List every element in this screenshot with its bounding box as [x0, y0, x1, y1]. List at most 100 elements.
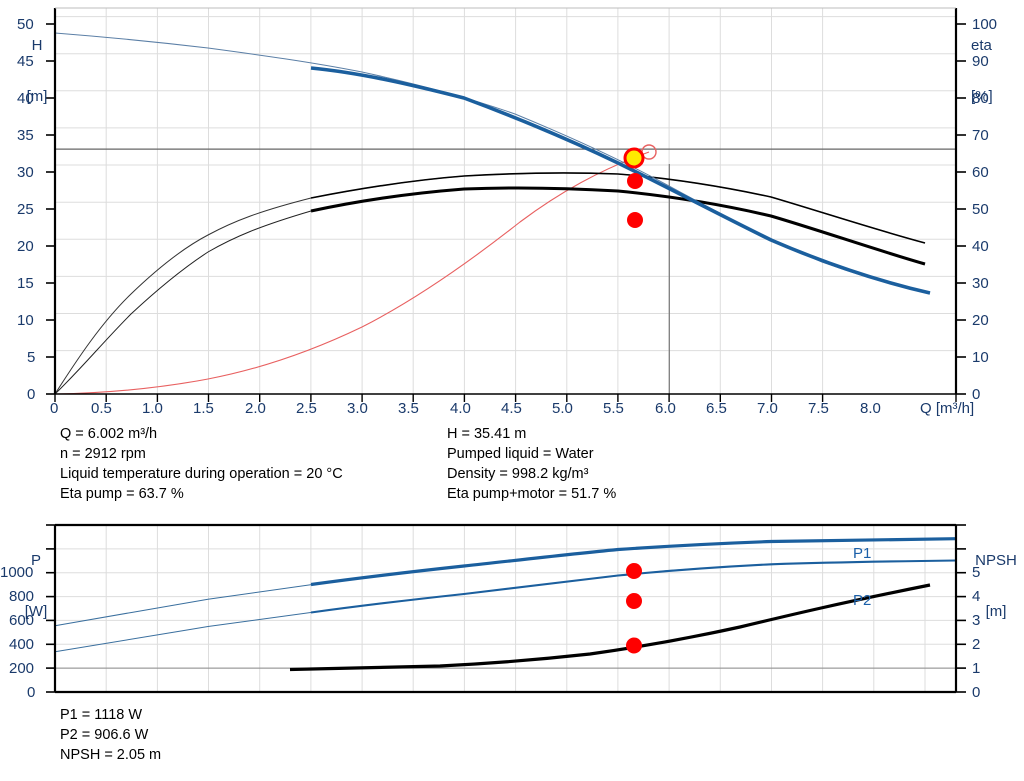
q-tick-45: 4.5 [501, 400, 522, 417]
q-tick-30: 3.0 [347, 400, 368, 417]
npsh-curve [289, 583, 931, 672]
npsh-axis-title: NPSH [m] [968, 518, 1024, 654]
eta-tick-90: 90 [972, 53, 989, 70]
head-tick-25: 25 [17, 201, 34, 218]
power-tick-200: 200 [9, 660, 35, 677]
grid-vertical [105, 8, 824, 394]
power-info-block: P1 = 1118 W P2 = 906.6 W NPSH = 2.05 m [60, 705, 161, 765]
head-tick-20: 20 [17, 238, 34, 255]
head-tick-50: 50 [17, 16, 34, 33]
q-tick-60: 6.0 [655, 400, 676, 417]
q-tick-75: 7.5 [808, 400, 829, 417]
power-axis-title: P [W] [20, 518, 52, 654]
info-eta-pump: Eta pump = 63.7 % [60, 486, 184, 502]
head-tick-15: 15 [17, 275, 34, 292]
head-tick-0: 0 [27, 386, 36, 403]
duty-point-p1-marker [626, 563, 642, 579]
q-tick-10: 1.0 [142, 400, 163, 417]
npsh-tick-0: 0 [972, 684, 981, 701]
head-tick-35: 35 [17, 127, 34, 144]
eta-pump-motor-curve [310, 186, 926, 266]
eta-tick-30: 30 [972, 275, 989, 292]
p2-curve-label: P2 [853, 592, 872, 609]
info-pumped-liquid: Pumped liquid = Water [447, 446, 594, 462]
grid-vertical-bottom [105, 525, 926, 692]
eta-axis-title-line1: eta [971, 37, 992, 54]
info-speed: n = 2912 rpm [60, 446, 146, 462]
info-density: Density = 998.2 kg/m³ [447, 466, 589, 482]
head-axis-title-line1: H [31, 37, 43, 54]
npsh-tick-2: 2 [972, 636, 981, 653]
info-temperature: Liquid temperature during operation = 20… [60, 466, 343, 482]
power-npsh-chart: P [W] NPSH [m] 0 200 400 600 800 1000 0 … [0, 515, 1024, 705]
power-axis-title-line1: P [30, 552, 41, 569]
q-tick-80: 8.0 [860, 400, 881, 417]
left-axis-ticks-bottom [46, 524, 55, 693]
operating-info-column-1: Q = 6.002 m³/h n = 2912 rpm Liquid tempe… [60, 424, 343, 504]
info-p2: P2 = 906.6 W [60, 727, 149, 743]
head-axis-title-line2: [m] [26, 88, 48, 105]
power-tick-800: 800 [9, 588, 35, 605]
q-tick-05: 0.5 [91, 400, 112, 417]
power-tick-600: 600 [9, 612, 35, 629]
npsh-tick-4: 4 [972, 588, 981, 605]
head-axis-title: H [m] [22, 3, 52, 139]
head-eta-chart-svg [46, 7, 966, 402]
info-npsh: NPSH = 2.05 m [60, 747, 162, 763]
eta-tick-10: 10 [972, 349, 989, 366]
npsh-axis-title-line1: NPSH [975, 552, 1017, 569]
q-tick-15: 1.5 [193, 400, 214, 417]
power-axis-title-line2: [W] [24, 603, 48, 620]
eta-axis-title-line2: [%] [971, 88, 993, 105]
npsh-tick-5: 5 [972, 564, 981, 581]
q-tick-0: 0 [50, 400, 59, 417]
npsh-axis-title-line2: [m] [985, 603, 1007, 620]
power-tick-400: 400 [9, 636, 35, 653]
head-curve [310, 66, 931, 295]
info-head: H = 35.41 m [447, 426, 527, 442]
flow-axis-title: Q [m³/h] [920, 400, 975, 417]
head-eta-chart: H [m] eta [%] 0 5 10 15 20 25 30 35 40 4… [17, 3, 1019, 417]
right-axis-ticks [956, 23, 966, 395]
duty-point-head-marker [623, 147, 645, 169]
p2-curve [310, 559, 957, 614]
eta-tick-50: 50 [972, 201, 989, 218]
grid-horizontal [55, 16, 956, 352]
eta-tick-20: 20 [972, 312, 989, 329]
eta-pump-curve [310, 172, 926, 244]
eta-tick-100: 100 [972, 16, 998, 33]
left-axis-ticks [46, 23, 55, 395]
eta-tick-80: 80 [972, 90, 989, 107]
eta-tick-60: 60 [972, 164, 989, 181]
operating-info-column-2: H = 35.41 m Pumped liquid = Water Densit… [447, 424, 616, 504]
q-tick-65: 6.5 [706, 400, 727, 417]
bottom-axis-ticks [54, 394, 957, 402]
info-flow: Q = 6.002 m³/h [60, 426, 158, 442]
q-tick-35: 3.5 [398, 400, 419, 417]
npsh-tick-3: 3 [972, 612, 981, 629]
right-axis-ticks-bottom [956, 524, 966, 693]
q-tick-20: 2.0 [245, 400, 266, 417]
duty-point-p2-marker [626, 593, 642, 609]
head-tick-5: 5 [27, 349, 36, 366]
system-curve [54, 151, 650, 395]
eta-tick-40: 40 [972, 238, 989, 255]
eta-tick-70: 70 [972, 127, 989, 144]
duty-point-npsh-marker [626, 637, 642, 654]
q-tick-50: 5.0 [552, 400, 573, 417]
q-tick-55: 5.5 [603, 400, 624, 417]
head-tick-10: 10 [17, 312, 34, 329]
info-p1: P1 = 1118 W [60, 707, 143, 723]
duty-point-eta-pump-marker [627, 173, 643, 189]
eta-axis-title: eta [%] [971, 3, 1019, 139]
power-npsh-chart-svg [46, 523, 966, 694]
info-eta-pump-motor: Eta pump+motor = 51.7 % [447, 486, 617, 502]
q-tick-40: 4.0 [450, 400, 471, 417]
npsh-tick-1: 1 [972, 660, 981, 677]
p1-curve [310, 537, 957, 587]
head-tick-45: 45 [17, 53, 34, 70]
power-tick-0: 0 [27, 684, 36, 701]
q-tick-70: 7.0 [757, 400, 778, 417]
head-tick-40: 40 [17, 90, 34, 107]
